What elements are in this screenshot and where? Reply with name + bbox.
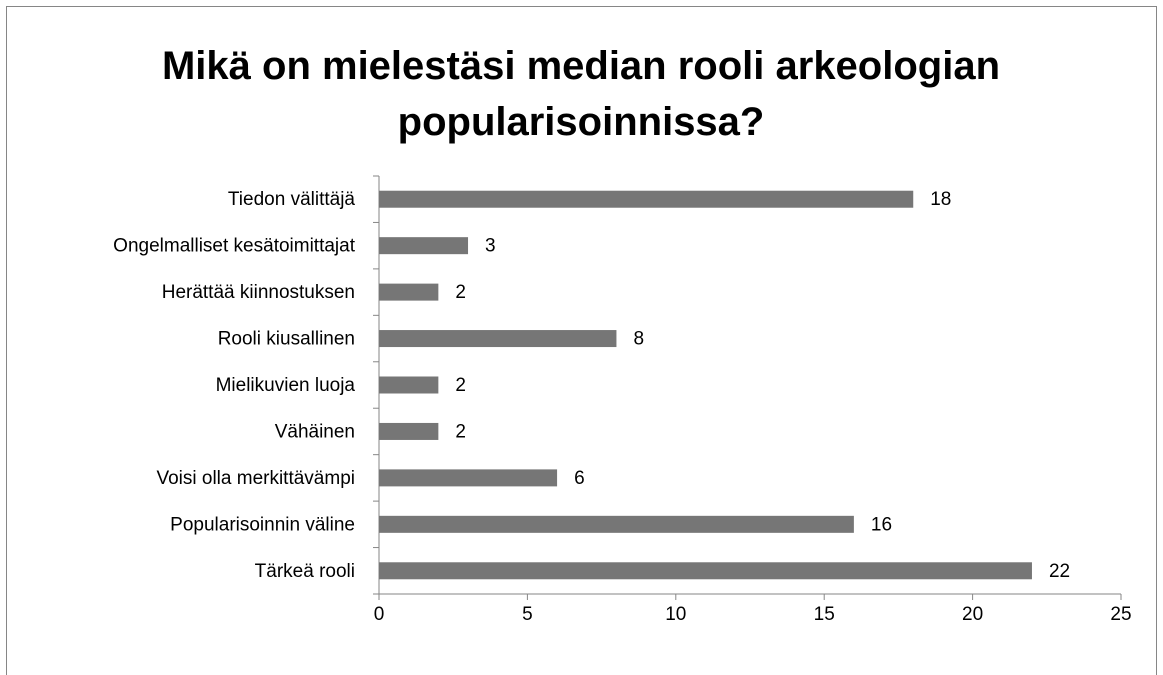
bar (379, 283, 439, 301)
data-label: 22 (1049, 561, 1070, 582)
data-label: 6 (574, 468, 585, 489)
x-tick-label: 25 (1110, 604, 1131, 625)
bar (379, 237, 469, 255)
bar (379, 469, 558, 487)
y-tick-label: Ongelmalliset kesätoimittajat (113, 236, 356, 257)
data-label: 2 (455, 282, 466, 303)
bar (379, 562, 1032, 580)
bar (379, 515, 854, 533)
data-label: 2 (455, 375, 466, 396)
y-tick-label: Herättää kiinnostuksen (162, 282, 355, 303)
x-tick-label: 20 (962, 604, 983, 625)
y-tick-label: Rooli kiusallinen (218, 329, 355, 350)
y-tick-label: Vähäinen (275, 421, 355, 442)
data-label: 3 (485, 236, 496, 257)
bar (379, 330, 617, 348)
data-label: 2 (455, 421, 466, 442)
bar (379, 190, 914, 208)
x-tick-label: 15 (814, 604, 835, 625)
data-label: 16 (871, 514, 892, 535)
y-tick-label: Popularisoinnin väline (170, 514, 355, 535)
x-tick-label: 10 (665, 604, 686, 625)
chart-border (6, 6, 1157, 675)
data-label: 8 (633, 329, 644, 350)
bar (379, 422, 439, 440)
data-label: 18 (930, 189, 951, 210)
x-tick-label: 5 (522, 604, 533, 625)
chart-title: Mikä on mielestäsi median rooli arkeolog… (161, 44, 1001, 144)
y-tick-label: Voisi olla merkittävämpi (156, 468, 355, 489)
y-tick-label: Tärkeä rooli (255, 561, 355, 582)
y-tick-label: Tiedon välittäjä (228, 189, 356, 210)
bar (379, 376, 439, 394)
x-tick-label: 0 (374, 604, 385, 625)
y-tick-label: Mielikuvien luoja (216, 375, 356, 396)
